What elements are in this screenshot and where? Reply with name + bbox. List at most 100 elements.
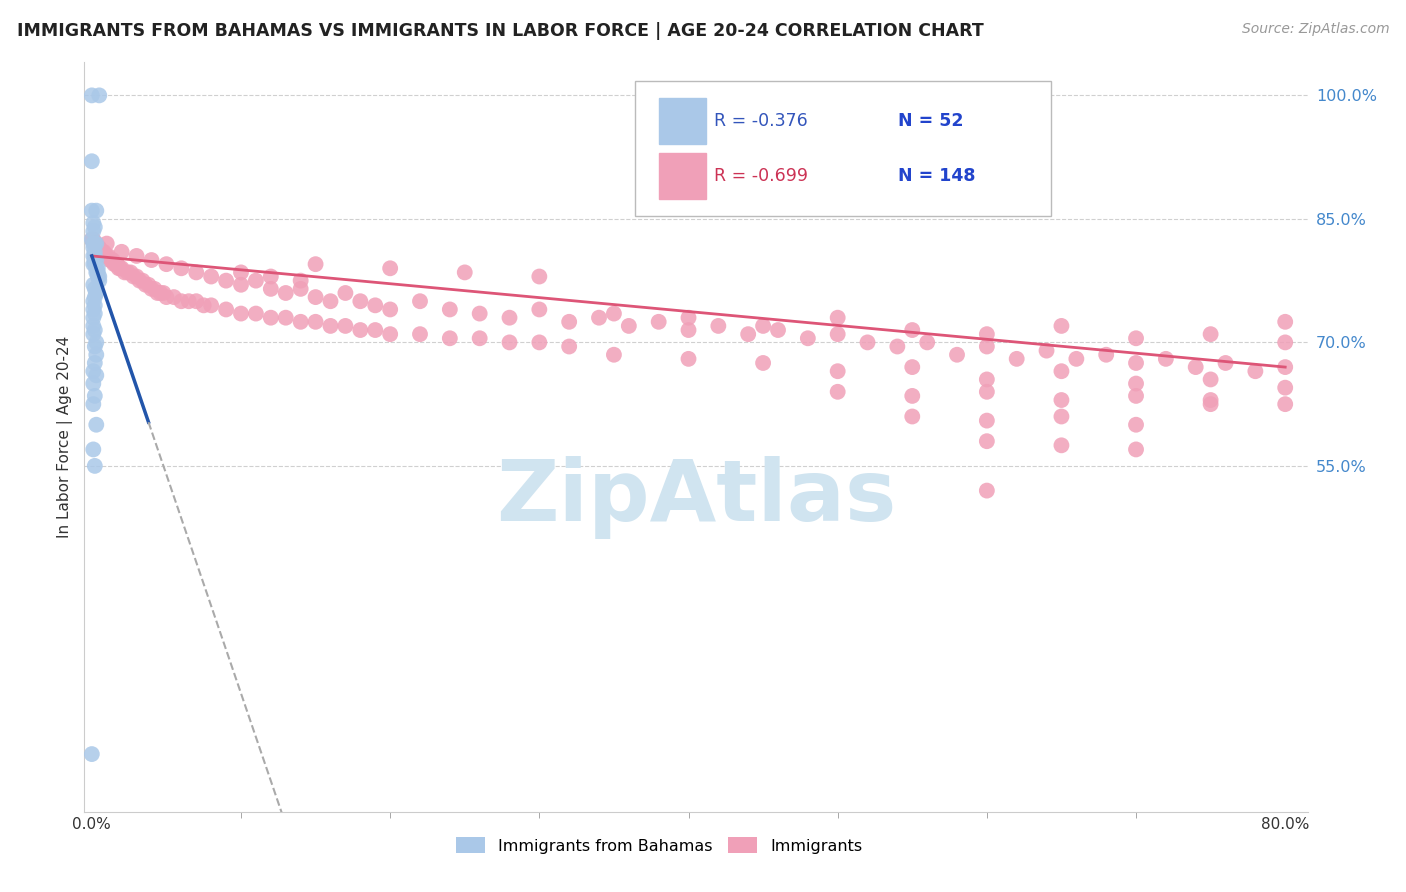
- Point: [290, 282, 312, 296]
- Point: [1274, 360, 1296, 375]
- Point: [319, 294, 342, 309]
- Point: [1244, 364, 1267, 378]
- Point: [707, 318, 730, 333]
- Point: [104, 257, 127, 271]
- Point: [87, 241, 110, 255]
- Point: [364, 298, 387, 312]
- Point: [82, 294, 104, 309]
- Point: [83, 249, 105, 263]
- Point: [146, 285, 169, 300]
- Point: [976, 327, 998, 342]
- Point: [149, 285, 172, 300]
- Point: [1274, 397, 1296, 411]
- Point: [349, 294, 371, 309]
- Point: [87, 261, 110, 276]
- Point: [1050, 392, 1073, 407]
- Point: [901, 389, 924, 403]
- Point: [752, 356, 775, 370]
- Point: [170, 261, 193, 276]
- FancyBboxPatch shape: [659, 98, 706, 144]
- Point: [976, 414, 998, 428]
- Point: [245, 307, 267, 321]
- Point: [84, 335, 107, 350]
- Point: [603, 348, 626, 362]
- Point: [1125, 389, 1147, 403]
- Point: [1199, 372, 1222, 386]
- Point: [122, 269, 145, 284]
- Point: [170, 294, 193, 309]
- Point: [101, 253, 124, 268]
- Point: [856, 335, 879, 350]
- Text: Source: ZipAtlas.com: Source: ZipAtlas.com: [1241, 22, 1389, 37]
- Text: IMMIGRANTS FROM BAHAMAS VS IMMIGRANTS IN LABOR FORCE | AGE 20-24 CORRELATION CHA: IMMIGRANTS FROM BAHAMAS VS IMMIGRANTS IN…: [17, 22, 984, 40]
- Point: [89, 241, 111, 255]
- Point: [304, 257, 326, 271]
- Point: [529, 302, 551, 317]
- Point: [304, 290, 326, 304]
- Point: [83, 307, 105, 321]
- Point: [83, 236, 105, 251]
- Y-axis label: In Labor Force | Age 20-24: In Labor Force | Age 20-24: [58, 336, 73, 538]
- Point: [1066, 351, 1088, 366]
- Text: N = 148: N = 148: [898, 168, 976, 186]
- Point: [229, 277, 252, 292]
- Point: [82, 216, 104, 230]
- Legend: Immigrants from Bahamas, Immigrants: Immigrants from Bahamas, Immigrants: [450, 830, 869, 860]
- Point: [290, 274, 312, 288]
- Point: [143, 282, 166, 296]
- Point: [380, 302, 402, 317]
- Point: [80, 232, 103, 246]
- Point: [617, 318, 640, 333]
- Point: [1274, 381, 1296, 395]
- Point: [82, 302, 104, 317]
- Point: [84, 253, 107, 268]
- Point: [364, 323, 387, 337]
- Point: [1050, 364, 1073, 378]
- Point: [90, 244, 112, 259]
- Point: [94, 249, 117, 263]
- Point: [82, 327, 104, 342]
- Point: [1050, 318, 1073, 333]
- Point: [335, 285, 357, 300]
- Point: [245, 274, 267, 288]
- Point: [84, 261, 107, 276]
- Point: [1125, 442, 1147, 457]
- Point: [82, 318, 104, 333]
- Point: [117, 265, 139, 279]
- Point: [82, 310, 104, 325]
- Point: [87, 269, 110, 284]
- Point: [103, 257, 125, 271]
- Point: [83, 389, 105, 403]
- Point: [260, 282, 283, 296]
- Point: [155, 290, 177, 304]
- Point: [1125, 331, 1147, 345]
- Point: [84, 236, 107, 251]
- Point: [98, 253, 121, 268]
- Point: [100, 253, 122, 268]
- Point: [215, 302, 238, 317]
- Point: [558, 315, 581, 329]
- Point: [766, 323, 789, 337]
- Point: [603, 307, 626, 321]
- Point: [439, 302, 461, 317]
- Point: [558, 339, 581, 353]
- Point: [319, 318, 342, 333]
- Point: [468, 331, 491, 345]
- Point: [80, 232, 103, 246]
- Point: [80, 88, 103, 103]
- Point: [304, 315, 326, 329]
- Text: R = -0.699: R = -0.699: [714, 168, 808, 186]
- Point: [141, 253, 163, 268]
- Point: [1274, 335, 1296, 350]
- Point: [177, 294, 200, 309]
- Point: [274, 310, 297, 325]
- Point: [976, 483, 998, 498]
- Point: [678, 351, 700, 366]
- Point: [901, 360, 924, 375]
- Point: [120, 265, 142, 279]
- Point: [1050, 409, 1073, 424]
- Point: [83, 458, 105, 473]
- Point: [752, 318, 775, 333]
- Point: [82, 236, 104, 251]
- Point: [93, 244, 115, 259]
